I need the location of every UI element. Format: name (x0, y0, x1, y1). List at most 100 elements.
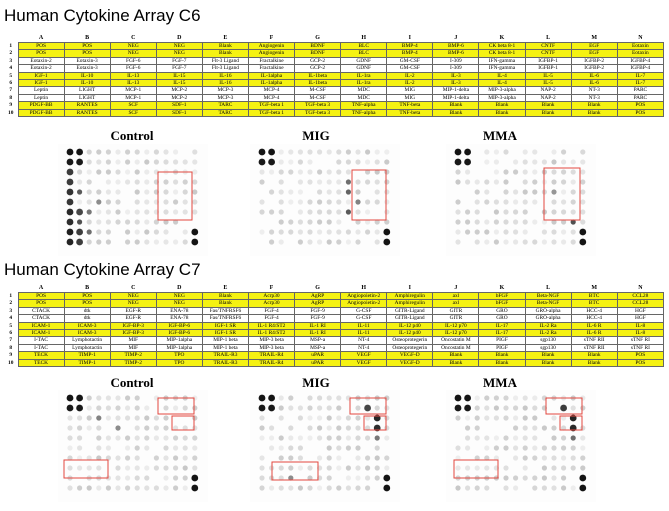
array-c7-layout-table: A B C D E F G H I J K L M N 1 POS POS NEG NEG Blank Acrp30 Ag… (4, 284, 665, 368)
array-spot (278, 229, 284, 235)
antibody-cell: IL-1alpha (247, 71, 296, 81)
array-spot (182, 189, 188, 195)
array-spot (474, 189, 480, 195)
antibody-cell: IL-6 (570, 79, 618, 88)
antibody-cell: POS (17, 41, 65, 51)
array-spot (580, 445, 586, 451)
array-spot (493, 445, 499, 451)
array-spot (493, 169, 499, 175)
array-spot (503, 405, 509, 411)
antibody-cell: MCP-2 (155, 93, 203, 103)
array-spot (144, 475, 150, 481)
array-spot (484, 149, 490, 155)
antibody-cell: NT-3 (570, 86, 618, 95)
array-spot (288, 425, 294, 431)
array-spot (551, 475, 557, 481)
array-spot (317, 229, 323, 235)
array-spot (384, 465, 390, 471)
array-spot (163, 179, 169, 185)
array-spot (551, 189, 557, 195)
array-spot (522, 209, 528, 215)
array-spot (522, 395, 528, 401)
array-spot (307, 435, 313, 441)
antibody-cell: uPAR (294, 351, 342, 360)
array-spot (345, 435, 351, 441)
array-spot (532, 199, 538, 205)
array-spot (307, 475, 313, 481)
antibody-cell: BDNF (294, 49, 342, 58)
antibody-cell: IL-11 (340, 321, 388, 331)
array-spot (105, 169, 111, 175)
array-spot (326, 149, 332, 155)
array-spot (288, 465, 294, 471)
antibody-cell: Blank (570, 351, 618, 360)
array-spot (522, 435, 528, 441)
array-spot (115, 435, 121, 441)
array-spot (173, 405, 179, 411)
antibody-cell: GDNF (340, 64, 388, 73)
array-spot (134, 199, 140, 205)
array-spot (153, 229, 159, 235)
array-spot (365, 229, 371, 235)
array-spot (561, 229, 567, 235)
antibody-cell: Blank (201, 41, 249, 51)
array-spot (580, 405, 586, 411)
array-spot (570, 455, 576, 461)
array-spot (513, 395, 519, 401)
antibody-cell: I-TAC (17, 343, 65, 353)
array-spot (484, 229, 490, 235)
array-spot (580, 169, 586, 175)
array-spot (532, 485, 538, 491)
column-header: D (156, 34, 203, 43)
antibody-cell: TGF-beta 1 (247, 101, 296, 110)
array-spot (134, 149, 140, 155)
antibody-cell: TNF-beta (386, 101, 434, 110)
array-spot (115, 199, 121, 205)
antibody-cell: IGF-1 SR (201, 329, 249, 338)
array-spot (484, 415, 490, 421)
column-header: C (110, 34, 157, 43)
antibody-cell: RANTES (63, 108, 111, 118)
antibody-cell: IL-1 RI (294, 321, 342, 331)
antibody-cell: AgRP (294, 299, 342, 308)
array-spot (570, 159, 576, 165)
antibody-cell: MIP-1-delta (432, 86, 480, 95)
antibody-cell: IL-6 R (570, 321, 618, 331)
array-spot (561, 239, 567, 245)
array-spot (345, 415, 351, 421)
antibody-cell: EGF-R (109, 314, 157, 323)
array-spot (374, 229, 380, 235)
array-spot (86, 415, 92, 421)
array-spot (454, 148, 462, 156)
array-spot (384, 209, 390, 215)
column-header: G (294, 284, 341, 293)
array-spot (580, 159, 586, 165)
array-spot (570, 229, 576, 235)
array-spot (561, 149, 567, 155)
array-spot (493, 229, 499, 235)
array-spot (326, 405, 332, 411)
antibody-cell: TRAIL-R4 (247, 358, 296, 368)
antibody-cell: Eotaxin (616, 41, 665, 51)
array-spot (125, 395, 131, 401)
antibody-cell: FGF-7 (155, 56, 203, 66)
array-spot (134, 189, 140, 195)
array-spot (288, 169, 294, 175)
array-spot (77, 425, 83, 431)
array-spot (384, 405, 390, 411)
antibody-cell: BMP-4 (386, 41, 434, 51)
array-spot (86, 455, 92, 461)
array-spot (269, 229, 275, 235)
antibody-cell: GDNF (340, 56, 388, 66)
array-spot (192, 169, 198, 175)
array-spot (77, 179, 83, 185)
array-spot (326, 445, 332, 451)
array-spot (115, 475, 121, 481)
array-spot (134, 229, 140, 235)
array-spot (522, 179, 528, 185)
array-spot (269, 169, 275, 175)
array-spot (297, 169, 303, 175)
array-spot (77, 455, 83, 461)
array-spot (134, 159, 140, 165)
antibody-cell: TGF-beta 1 (247, 108, 296, 118)
